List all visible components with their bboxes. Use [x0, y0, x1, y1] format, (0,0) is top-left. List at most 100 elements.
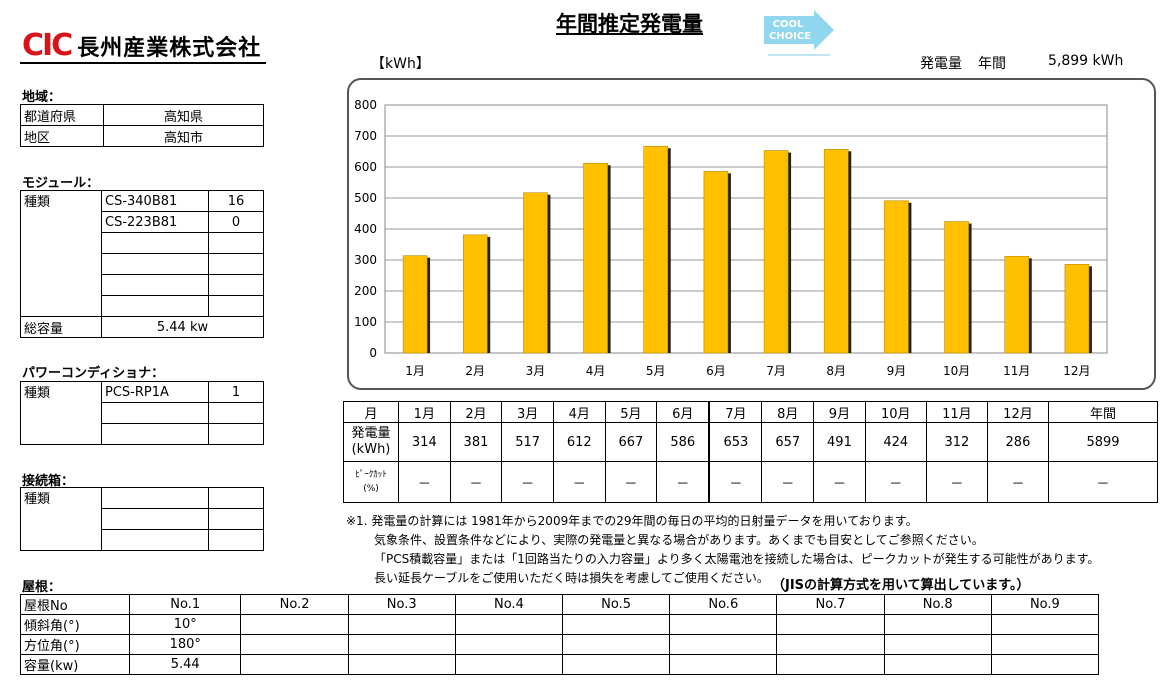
- module-heading: モジュール：: [22, 176, 100, 191]
- annual-header-cell: 年間: [1048, 401, 1158, 423]
- y-tick-label: 200: [354, 284, 377, 298]
- month-head-label: 月: [343, 401, 399, 423]
- module-total-label: 総容量: [20, 316, 102, 338]
- peak-value-cell: －: [552, 461, 606, 503]
- bar: [944, 221, 969, 354]
- badge-text-1: COOL: [773, 19, 804, 30]
- pcs-type-label: 種類: [20, 381, 102, 445]
- module-name: CS-340B81: [101, 190, 209, 212]
- roof-table: 屋根No No.1 No.2 No.3 No.4 No.5 No.6 No.7 No.8 No.…: [20, 594, 1100, 675]
- month-header-cell: 4月: [552, 401, 606, 423]
- monthly-generation-chart: 0 100 200 300 400 500 600 700 800 1月 2月 3月 4月 5月 6月 7月 8…: [354, 98, 1108, 378]
- pcs-qty: [208, 402, 264, 424]
- table-row: 種類: [20, 487, 264, 551]
- note-line: 気象条件、設置条件などにより、実際の発電量と異なる場合があります。あくまでも目安…: [374, 533, 984, 547]
- roof-cell: [562, 614, 671, 635]
- pcs-name: [101, 402, 209, 424]
- roof-cell: 10°: [128, 614, 242, 635]
- roof-cell: [883, 634, 992, 655]
- roof-cell: 5.44: [128, 654, 242, 675]
- junction-cell: [208, 508, 264, 530]
- roof-cell: [669, 614, 778, 635]
- pcs-name: [101, 423, 209, 445]
- roof-row-label: 容量(kw): [20, 654, 130, 675]
- gen-value-cell: 424: [864, 422, 927, 462]
- roof-cell: [883, 654, 992, 675]
- month-header-cell: 5月: [604, 401, 658, 423]
- roof-cell: [990, 634, 1100, 655]
- region-value: 高知県: [103, 104, 264, 126]
- junction-cell: [101, 508, 209, 530]
- jis-note: （JISの計算方式を用いて算出しています。）: [772, 578, 1030, 593]
- x-tick-label: 8月: [826, 364, 846, 378]
- peak-value-cell: －: [761, 461, 815, 503]
- roof-cell: [347, 614, 456, 635]
- table-row: ﾋﾟｰｸｶｯﾄ (%) －－－－－－－－－－－－－: [343, 461, 1158, 503]
- bar: [703, 171, 729, 354]
- peak-value-cell: －: [604, 461, 658, 503]
- note-line: 長い延長ケーブルをご使用いただく時は損失を考慮してご使用ください。: [374, 571, 769, 585]
- pcs-table: 種類 PCS-RP1A 1: [20, 381, 264, 445]
- gen-value-cell: 586: [656, 422, 710, 462]
- bar: [583, 162, 608, 354]
- roof-header-label: 屋根No: [20, 594, 130, 615]
- roof-cell: [669, 634, 778, 655]
- roof-cell: [776, 614, 885, 635]
- gen-value-cell: 314: [398, 422, 451, 462]
- gen-value-cell: 491: [813, 422, 866, 462]
- module-name: [101, 274, 209, 296]
- badge-text-2: CHOICE: [769, 31, 811, 42]
- pcs-heading: パワーコンディショナ：: [22, 366, 165, 381]
- peak-value-cell: －: [813, 461, 866, 503]
- junction-heading: 接続箱：: [22, 474, 75, 489]
- month-header-cell: 11月: [925, 401, 988, 423]
- module-qty: 0: [208, 211, 264, 233]
- page-title: 年間推定発電量: [556, 12, 703, 36]
- roof-column-header: No.4: [454, 594, 564, 615]
- bar: [1064, 264, 1090, 354]
- logo-mark: CIC: [22, 28, 73, 63]
- roof-cell: [347, 654, 456, 675]
- gen-label-2: (kWh): [351, 442, 391, 457]
- x-tick-label: 12月: [1063, 364, 1090, 378]
- bar: [462, 234, 488, 354]
- roof-cell: [347, 634, 456, 655]
- x-tick-label: 11月: [1003, 364, 1030, 378]
- bar: [643, 145, 669, 354]
- roof-cell: [454, 654, 564, 675]
- bar: [1004, 255, 1030, 354]
- roof-cell: [990, 654, 1100, 675]
- bar: [402, 255, 428, 354]
- annual-period: 年間: [978, 56, 1006, 72]
- table-row: [21, 232, 264, 254]
- gen-label: 発電量 (kWh): [343, 422, 399, 462]
- gen-value-cell: 653: [708, 422, 763, 462]
- pcs-qty: 1: [208, 381, 264, 403]
- roof-cell: [990, 614, 1100, 635]
- gen-annual-cell: 5899: [1048, 422, 1158, 462]
- table-row: [21, 402, 264, 424]
- junction-cell: [101, 487, 209, 509]
- peak-label-2: (%): [363, 484, 379, 494]
- monthly-table: 月 1月 2月 3月 4月 5月 6月 7月 8月 9月 10月 11月 12月 年間 発電量 (kWh…: [343, 401, 1158, 503]
- module-qty: [208, 232, 264, 254]
- table-row: 種類 CS-340B81 16: [20, 190, 264, 317]
- module-name: [101, 295, 209, 317]
- module-type-label: 種類: [20, 190, 102, 317]
- roof-row-label: 傾斜角(°): [20, 614, 130, 635]
- logo-underline: [20, 62, 266, 64]
- peak-value-cell: －: [864, 461, 927, 503]
- peak-value-cell: －: [449, 461, 503, 503]
- region-table: 都道府県 高知県 地区 高知市: [20, 104, 264, 147]
- peak-label: ﾋﾟｰｸｶｯﾄ (%): [343, 461, 399, 503]
- table-row: 容量(kw) 5.44: [20, 654, 1100, 675]
- roof-cell: [562, 654, 671, 675]
- table-row: 月 1月 2月 3月 4月 5月 6月 7月 8月 9月 10月 11月 12月 年間: [343, 401, 1158, 423]
- x-tick-label: 9月: [887, 364, 907, 378]
- month-header-cell: 1月: [398, 401, 451, 423]
- month-header-cell: 12月: [986, 401, 1050, 423]
- y-tick-label: 300: [354, 253, 377, 267]
- gen-value-cell: 517: [501, 422, 554, 462]
- annual-label: 発電量: [920, 56, 962, 72]
- x-tick-label: 2月: [465, 364, 485, 378]
